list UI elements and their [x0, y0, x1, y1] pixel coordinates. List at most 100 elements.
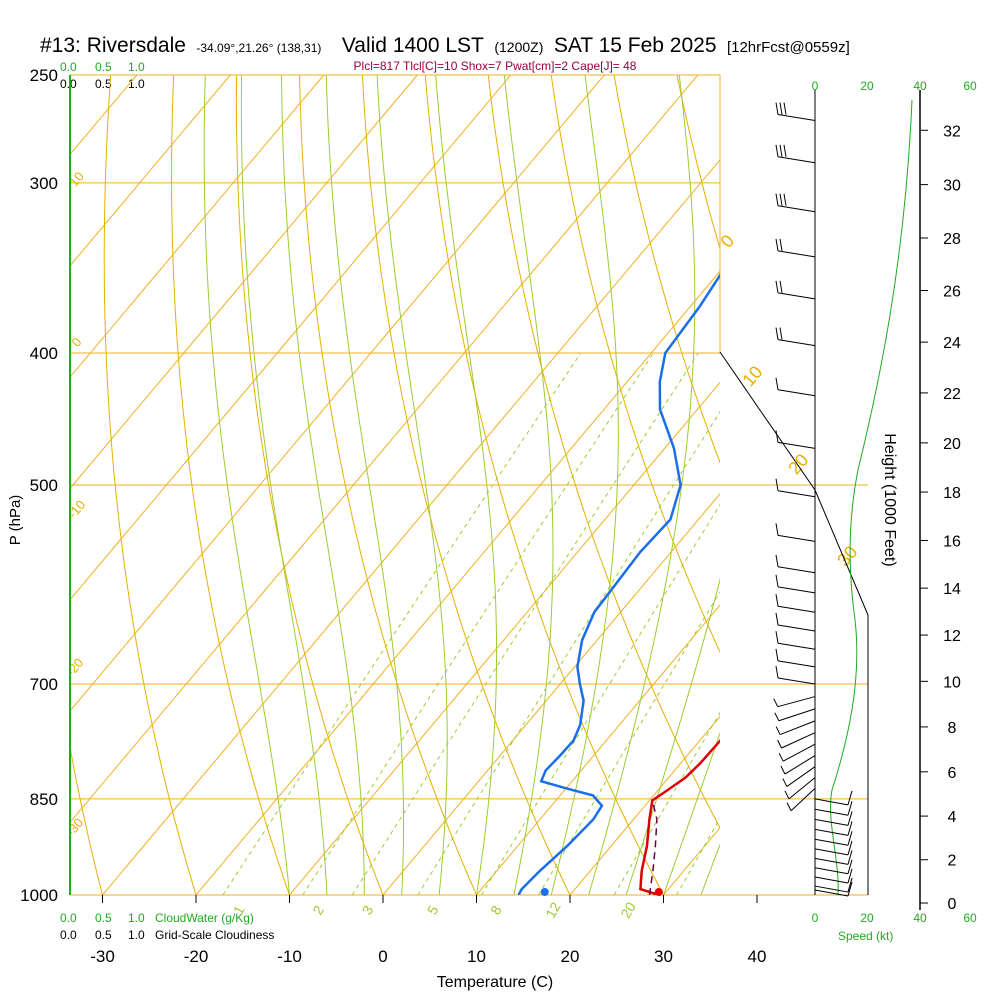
wind-barb: [814, 790, 853, 806]
barb-flag: [775, 144, 779, 157]
cloudiness-tick: 0.5: [95, 928, 112, 942]
height-tick-label: 10: [943, 674, 961, 691]
moist-adiabat-line: [550, 75, 619, 895]
barb-flag: [775, 523, 779, 536]
cloudiness-tick: 0.5: [95, 77, 112, 91]
temperature-line: [639, 738, 720, 895]
moist-adiabat-line: [625, 577, 720, 895]
height-tick-label: 14: [943, 581, 961, 598]
wind-barb: [775, 478, 816, 498]
wind-barb: [775, 144, 816, 164]
mixing-ratio-line: [417, 410, 720, 895]
wind-barb: [814, 840, 853, 856]
cloudwater-tick: 1.0: [128, 911, 145, 925]
isotherm-line: [382, 493, 720, 895]
barb-flag: [847, 840, 853, 856]
barb-flag: [779, 144, 783, 157]
barb-flag: [777, 739, 782, 749]
barb-staff: [786, 766, 816, 787]
barb-staff: [777, 696, 816, 708]
cloudwater-label: CloudWater (g/Kg): [155, 911, 254, 925]
wind-barb: [774, 708, 816, 722]
pressure-tick-label: 300: [30, 174, 58, 193]
moist-adiabat-line: [435, 75, 498, 895]
height-tick-label: 16: [943, 533, 961, 550]
wind-barb: [814, 801, 853, 816]
mixing-ratio-label: 3: [359, 902, 377, 917]
mixing-ratio-label: 2: [309, 902, 327, 917]
mixing-ratio-label: 12: [542, 899, 564, 921]
moist-adiabat-line: [376, 75, 448, 895]
barb-staff: [814, 867, 849, 875]
barb-staff: [777, 586, 816, 594]
barb-flag: [847, 868, 853, 884]
speed-tick: 20: [860, 79, 874, 93]
dry-adiabat-line: [235, 75, 384, 895]
barb-flag: [775, 665, 779, 679]
barb-staff: [777, 156, 816, 164]
wind-barb: [775, 193, 816, 213]
wind-barb: [775, 430, 816, 449]
cloud-scale-top: 0.0 0.5 1.0 0.0 0.5 1.0: [60, 60, 145, 91]
x-tick-label: 20: [561, 947, 580, 966]
y-axis-label: P (hPa): [7, 495, 24, 546]
barb-staff: [788, 777, 816, 800]
speed-tick: 0: [812, 911, 819, 925]
pressure-tick-label: 250: [30, 66, 58, 85]
barb-staff: [814, 818, 849, 826]
height-tick-label: 6: [948, 765, 957, 782]
barb-flag: [847, 850, 853, 865]
dry-adiabat-line: [859, 51, 1000, 895]
barb-flag: [775, 478, 779, 491]
moist-adiabat-line: [240, 75, 328, 895]
cloudwater-tick: 0.5: [95, 60, 112, 74]
barb-staff: [777, 441, 816, 449]
barb-flag: [775, 648, 779, 661]
wind-barb: [775, 631, 816, 650]
pressure-tick-label: 850: [30, 790, 58, 809]
barb-staff: [777, 389, 816, 397]
moist-adiabat-line: [503, 75, 554, 895]
barb-flag: [779, 102, 783, 115]
speed-tick: 60: [963, 79, 977, 93]
dry-adiabat-line: [0, 51, 9, 895]
wind-barb: [775, 665, 816, 685]
barb-staff: [777, 534, 816, 542]
wind-barb: [814, 868, 853, 884]
height-boundary: [719, 351, 869, 895]
wind-barb: [775, 554, 816, 574]
speed-label: Speed (kt): [838, 929, 893, 943]
barb-staff: [778, 708, 816, 722]
height-tick-label: 32: [943, 123, 961, 140]
height-tick-label: 30: [943, 178, 961, 195]
height-tick-label: 20: [943, 436, 961, 453]
mixing-ratio-line: [302, 352, 654, 895]
cloudiness-label: Grid-Scale Cloudiness: [155, 928, 274, 942]
barb-staff: [814, 889, 849, 897]
dry-adiabat-label: -20: [63, 655, 87, 679]
wind-barb: [814, 821, 853, 836]
mixing-ratio-label: 5: [424, 902, 442, 917]
barb-flag: [775, 102, 779, 115]
barb-staff: [814, 876, 849, 884]
barb-flag: [779, 238, 783, 251]
wind-barb: [814, 850, 853, 865]
dry-adiabat-line: [361, 75, 571, 895]
wind-barb: [775, 327, 816, 347]
barb-flag: [775, 554, 779, 567]
wind-barb: [775, 102, 816, 122]
barb-staff: [814, 808, 849, 816]
wind-barb: [814, 881, 853, 897]
height-tick-label: 0: [948, 896, 957, 913]
barb-staff: [777, 605, 816, 613]
dry-adiabat-line: [424, 75, 664, 895]
height-tick-label: 4: [948, 809, 957, 826]
moist-adiabat-line: [325, 75, 404, 895]
wind-barb: [775, 612, 816, 632]
mixing-ratio-line: [676, 817, 720, 895]
barb-staff: [777, 490, 816, 498]
wind-barb: [814, 831, 853, 846]
barb-staff: [777, 250, 816, 258]
barb-flag: [775, 280, 779, 293]
